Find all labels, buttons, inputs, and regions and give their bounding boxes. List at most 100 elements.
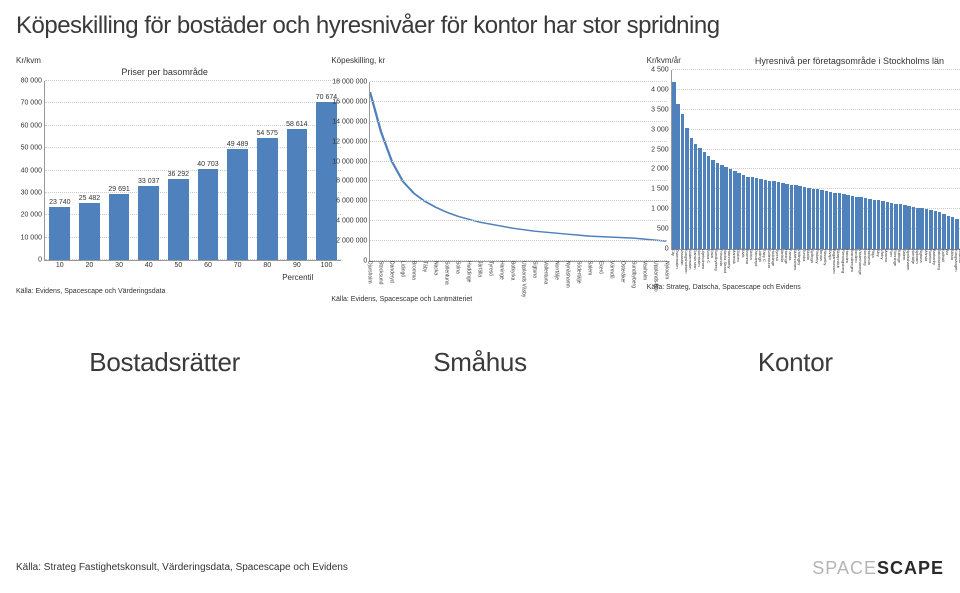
- chart2-gridline: [370, 141, 666, 142]
- chart2-xtick: Österåker: [619, 261, 626, 283]
- chart3-bar: [829, 192, 832, 249]
- chart1-bar: 23 740: [49, 207, 70, 260]
- charts-row: Kr/kvm Priser per basområde 010 00020 00…: [0, 48, 960, 307]
- chart2-xtick: Tyresö: [488, 261, 495, 276]
- chart2-xtick: Täby: [422, 261, 429, 272]
- chart3-bar: [868, 199, 871, 249]
- chart3-title: Hyresnivå per företagsområde i Stockholm…: [755, 56, 944, 66]
- chart1-bar-label: 54 575: [257, 130, 278, 137]
- chart3-bar: [768, 181, 771, 249]
- chart3-gridline: [672, 129, 960, 130]
- chart2-gridline: [370, 220, 666, 221]
- chart2-ytick: 4 000 000: [336, 218, 370, 225]
- chart3-bar: [803, 187, 806, 249]
- chart1-ytick: 0: [38, 257, 45, 264]
- chart3-gridline: [672, 109, 960, 110]
- chart3-bar: [912, 207, 915, 249]
- chart1-panel: Kr/kvm Priser per basområde 010 00020 00…: [16, 56, 313, 303]
- chart2-ytick: 16 000 000: [332, 98, 370, 105]
- chart3-bar: [746, 177, 749, 249]
- chart2-xtick: Nynäshamn: [564, 261, 571, 288]
- chart3-bar: [934, 211, 937, 249]
- chart3-gridline: [672, 69, 960, 70]
- chart3-source: Källa: Strateg, Datscha, Spacescape och …: [647, 284, 944, 291]
- chart3-bar: [855, 197, 858, 250]
- chart2-xtick: Värmdö: [608, 261, 615, 279]
- chart3-bar: [899, 204, 902, 249]
- chart3-ytick: 4 000: [651, 86, 672, 93]
- chart1-bar-label: 33 037: [138, 178, 159, 185]
- chart3-bar: [785, 184, 788, 249]
- chart1-xtick: 90: [293, 260, 301, 269]
- chart1-xtick: 70: [234, 260, 242, 269]
- chart3-bar: [729, 169, 732, 249]
- chart2-xtick: Lidingö: [400, 261, 407, 277]
- chart3-ytick: 500: [657, 226, 672, 233]
- brand-logo: SPACESCAPE: [812, 558, 944, 579]
- chart1-title: Priser per basområde: [16, 67, 313, 77]
- big-label-1: Bostadsrätter: [16, 347, 313, 378]
- chart1-source: Källa: Evidens, Spacescape och Värdering…: [16, 288, 313, 295]
- chart3-bar: [925, 209, 928, 249]
- chart3-ytick: 1 000: [651, 206, 672, 213]
- chart2-ytick: 8 000 000: [336, 178, 370, 185]
- chart3-bar: [794, 185, 797, 249]
- chart3-bar: [798, 186, 801, 249]
- chart1-xtick: 10: [56, 260, 64, 269]
- chart1-bar-label: 29 691: [108, 186, 129, 193]
- chart1-bar: 40 703: [198, 169, 219, 260]
- chart3-bar: [886, 202, 889, 249]
- big-label-3: Kontor: [647, 347, 944, 378]
- chart3-bar: [846, 195, 849, 249]
- chart2-xtick: Botkyrka: [510, 261, 517, 280]
- chart3-bar: [764, 180, 767, 249]
- chart3-bar: [781, 183, 784, 249]
- big-labels-row: Bostadsrätter Småhus Kontor: [0, 307, 960, 378]
- chart2-xtick: Stocksund: [378, 261, 385, 284]
- chart2-xtick: Sundbyberg: [630, 261, 637, 288]
- chart3-bar: [859, 197, 862, 249]
- big-label-2: Småhus: [331, 347, 628, 378]
- chart2-ytick: 18 000 000: [332, 79, 370, 86]
- chart3-bar: [790, 185, 793, 249]
- chart3-bar: [755, 178, 758, 249]
- chart3-bar: [920, 208, 923, 249]
- chart2-ytick: 2 000 000: [336, 238, 370, 245]
- chart1-xtick: 60: [204, 260, 212, 269]
- chart3-bar: [812, 189, 815, 249]
- chart2-xtick: Upplands-Bro: [652, 261, 659, 292]
- brand-gray: SPACE: [812, 558, 877, 578]
- chart2-xtick: Upplands Väsby: [520, 261, 527, 297]
- chart1-xtick: 30: [115, 260, 123, 269]
- chart3-bar: [681, 114, 684, 249]
- chart2-xtick: Djursholm: [367, 261, 374, 284]
- chart1-bar: 36 292: [168, 179, 189, 260]
- chart3-ytick: 3 000: [651, 126, 672, 133]
- chart3-bar: [951, 217, 954, 249]
- chart2-gridline: [370, 180, 666, 181]
- chart3-box: 05001 0001 5002 0002 5003 0003 5004 0004…: [671, 70, 960, 250]
- chart3-bar: [864, 198, 867, 249]
- chart3-bar: [724, 167, 727, 249]
- chart1-bar: 29 691: [109, 194, 130, 260]
- chart3-bar: [694, 144, 697, 249]
- chart3-bar: [825, 191, 828, 249]
- chart1-ytick: 70 000: [21, 100, 45, 107]
- chart3-bar: [737, 173, 740, 249]
- page-title: Köpeskilling för bostäder och hyresnivåe…: [0, 0, 960, 48]
- chart1-xtick: 20: [86, 260, 94, 269]
- chart3-ytick: 4 500: [651, 67, 672, 74]
- chart2-xtick: Vaxholm: [641, 261, 648, 280]
- footer-source: Källa: Strateg Fastighetskonsult, Värder…: [16, 562, 348, 573]
- chart2-xtick: Nykvarn: [663, 261, 670, 279]
- chart2-gridline: [370, 101, 666, 102]
- chart2-source: Källa: Evidens, Spacescape och Lantmäter…: [331, 296, 628, 303]
- chart3-ytick: 3 500: [651, 106, 672, 113]
- chart2-title: [331, 67, 628, 78]
- chart1-xaxis-title: Percentil: [16, 273, 313, 282]
- chart2-panel: Köpeskilling, kr 02 000 0004 000 0006 00…: [331, 56, 628, 303]
- chart2-svg: [370, 82, 666, 261]
- chart3-bar: [881, 201, 884, 249]
- chart3-bar: [703, 152, 706, 249]
- chart2-xtick: Järfälla: [477, 261, 484, 277]
